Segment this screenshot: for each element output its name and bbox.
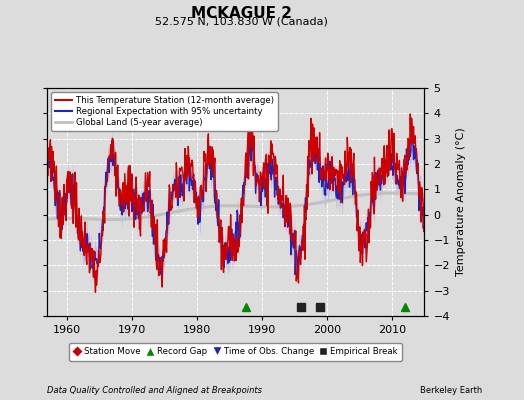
Text: Data Quality Controlled and Aligned at Breakpoints: Data Quality Controlled and Aligned at B… — [47, 386, 262, 395]
Text: Berkeley Earth: Berkeley Earth — [420, 386, 482, 395]
Legend: Station Move, Record Gap, Time of Obs. Change, Empirical Break: Station Move, Record Gap, Time of Obs. C… — [70, 343, 402, 361]
Text: MCKAGUE 2: MCKAGUE 2 — [191, 6, 291, 21]
Text: 52.575 N, 103.830 W (Canada): 52.575 N, 103.830 W (Canada) — [155, 17, 328, 27]
Legend: This Temperature Station (12-month average), Regional Expectation with 95% uncer: This Temperature Station (12-month avera… — [51, 92, 278, 130]
Y-axis label: Temperature Anomaly (°C): Temperature Anomaly (°C) — [455, 128, 465, 276]
